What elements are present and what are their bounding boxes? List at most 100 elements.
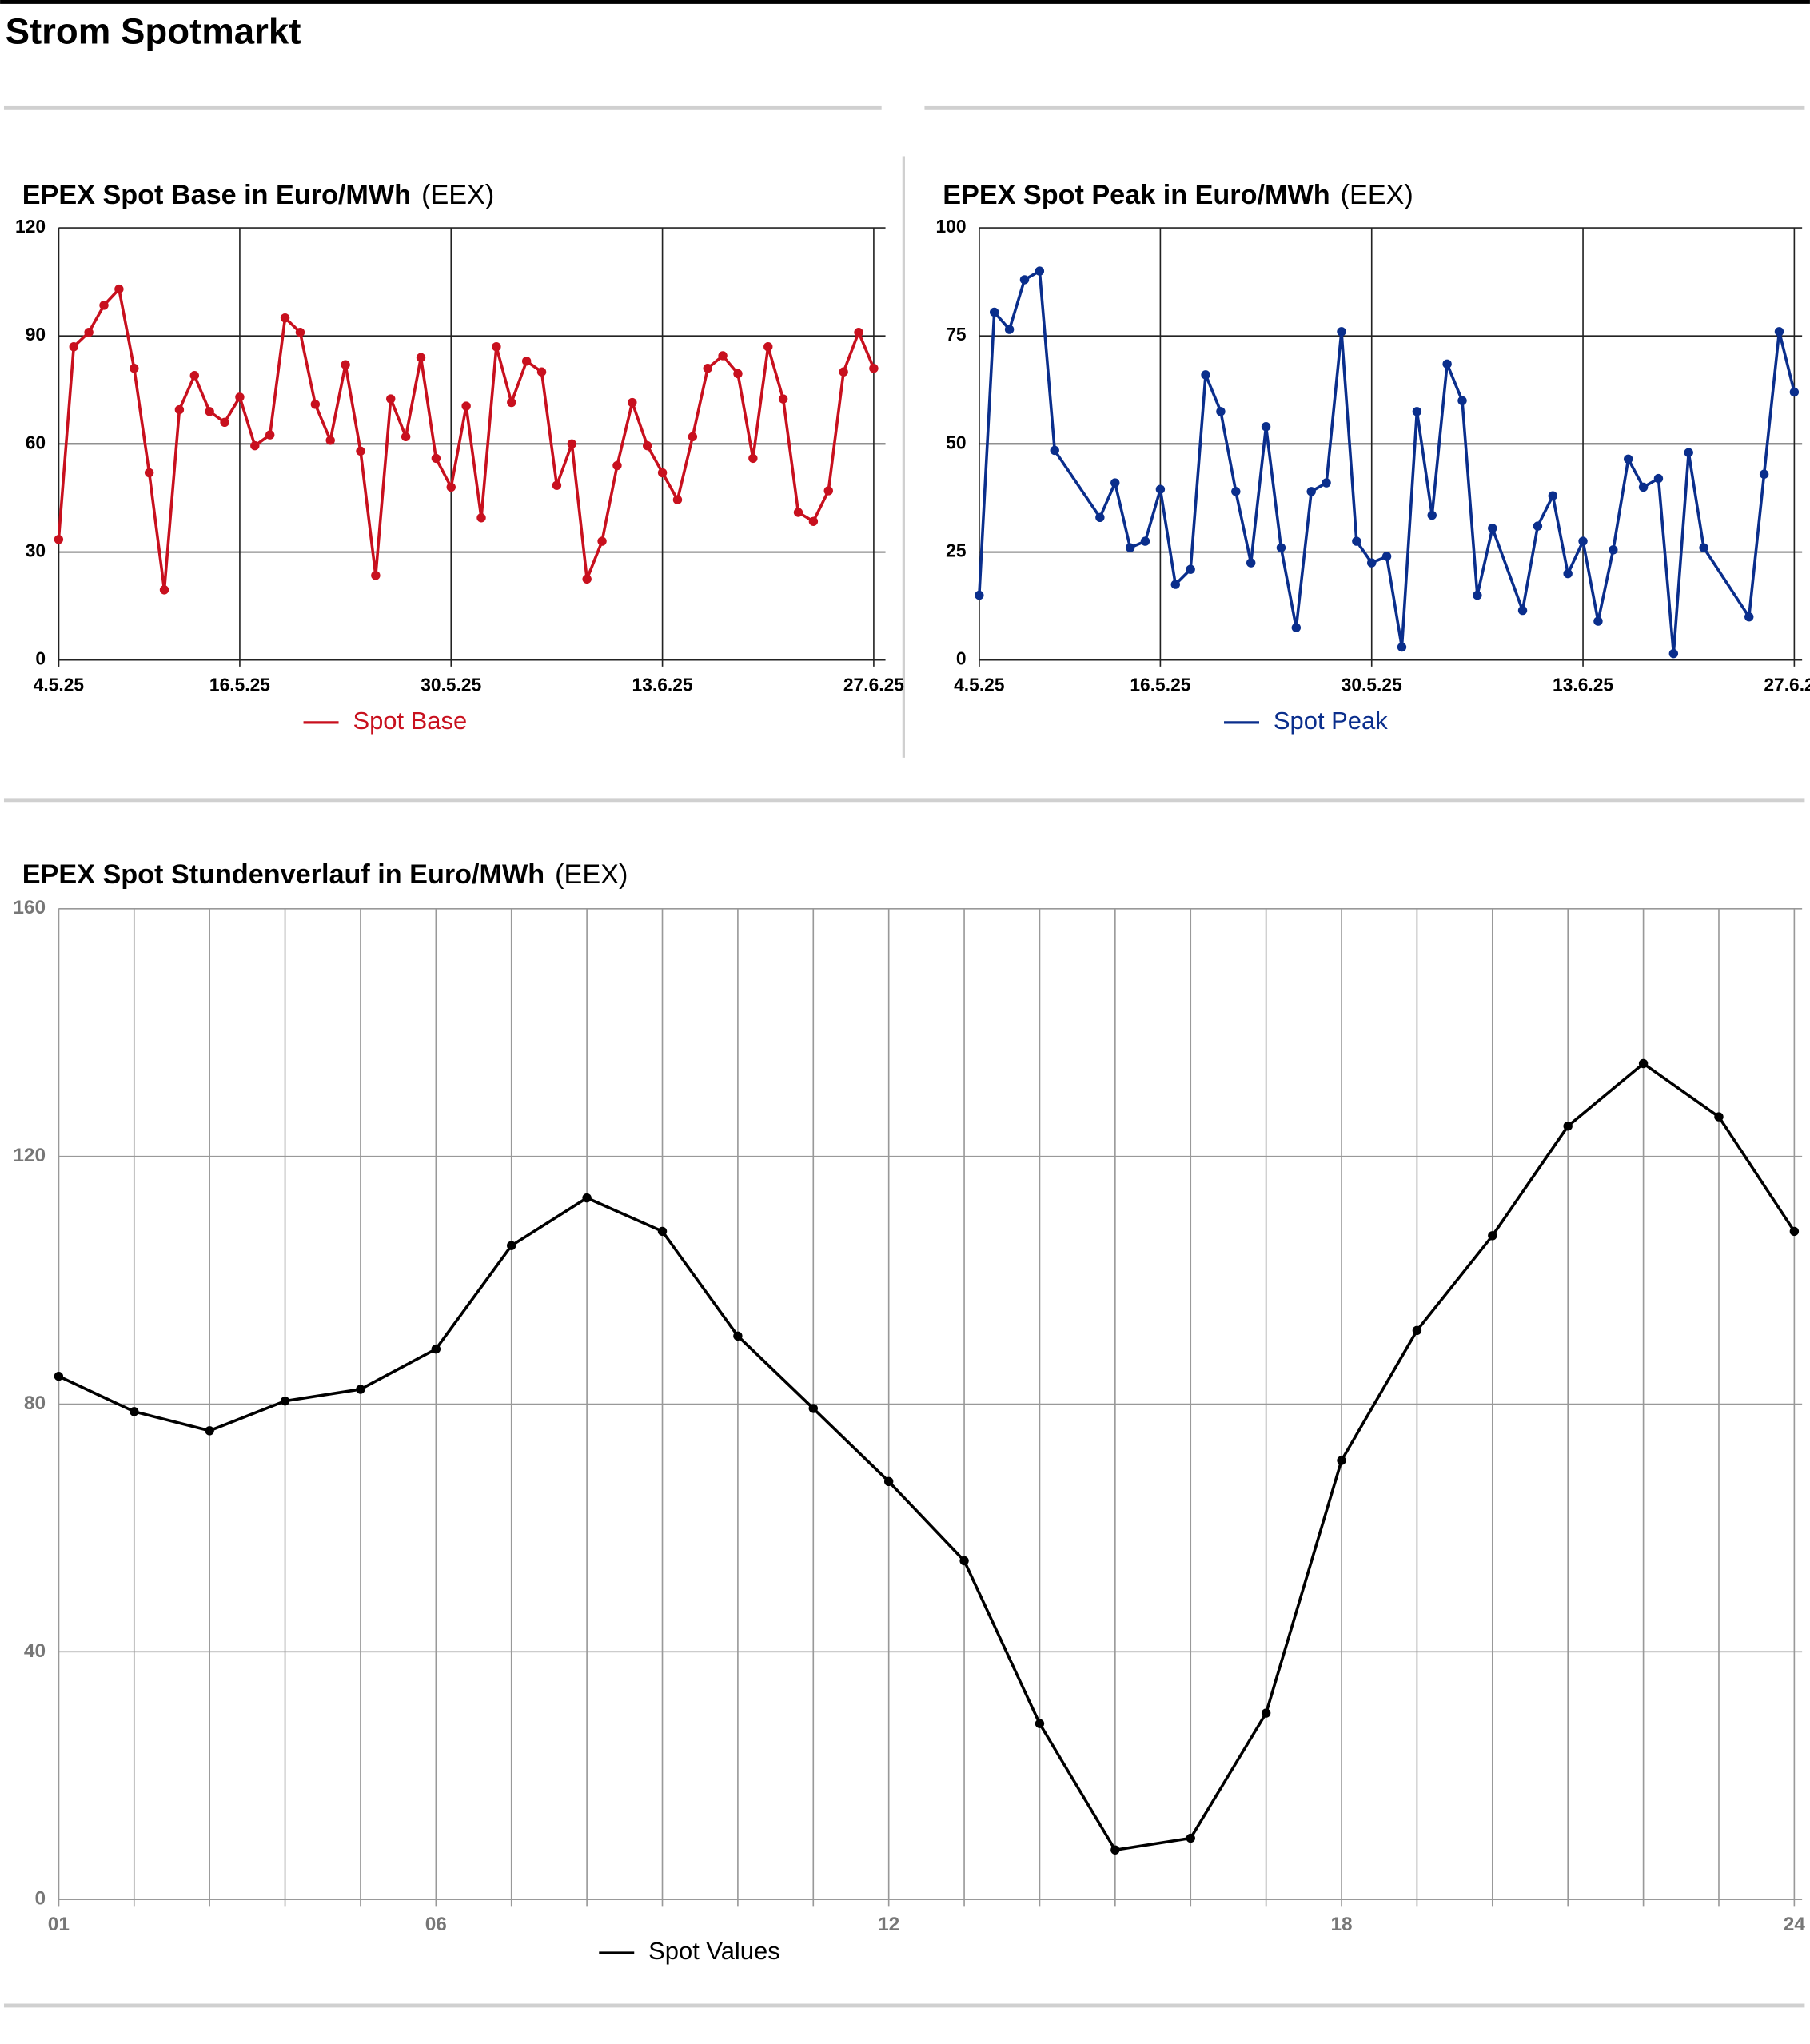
page-title: Strom Spotmarkt: [6, 10, 301, 51]
data-point: [1216, 407, 1226, 416]
y-tick-label: 50: [946, 432, 966, 452]
series-line: [58, 1062, 1796, 1852]
data-point: [1186, 564, 1195, 574]
data-point: [1367, 558, 1377, 568]
separator: [902, 156, 905, 758]
chart-title: EPEX Spot Stundenverlauf in Euro/MWh (EEX…: [22, 859, 628, 890]
data-point: [144, 468, 154, 478]
data-point: [582, 574, 592, 584]
data-point: [1110, 478, 1120, 488]
y-tick-label: 80: [24, 1393, 46, 1414]
x-tick-label: 13.6.25: [1553, 674, 1613, 695]
top-rule: [0, 0, 1810, 4]
data-point: [536, 367, 547, 377]
data-point: [235, 392, 245, 402]
data-point: [1638, 1058, 1649, 1069]
data-point: [808, 1404, 818, 1413]
legend-label: Spot Peak: [1274, 707, 1388, 735]
data-point: [1276, 543, 1286, 552]
data-point: [356, 1385, 365, 1394]
data-point: [839, 367, 848, 377]
data-point: [1337, 1456, 1346, 1465]
x-tick-label: 16.5.25: [209, 674, 270, 695]
data-point: [1412, 1325, 1422, 1336]
data-point: [99, 301, 109, 310]
data-point: [823, 486, 833, 496]
data-point: [733, 1331, 743, 1341]
data-point: [1095, 512, 1105, 522]
data-point: [657, 468, 668, 478]
data-point: [1261, 1708, 1271, 1718]
data-point: [1337, 327, 1346, 337]
data-point: [1774, 327, 1784, 337]
data-point: [1744, 612, 1754, 622]
separator: [3, 105, 882, 110]
data-point: [1442, 359, 1452, 369]
data-point: [657, 1226, 668, 1237]
data-point: [1019, 275, 1030, 285]
x-tick-label: 4.5.25: [954, 674, 1005, 695]
data-point: [1699, 543, 1708, 552]
data-point: [1291, 623, 1302, 632]
data-point: [1457, 396, 1467, 406]
data-point: [1684, 448, 1693, 457]
separator: [924, 105, 1805, 110]
y-tick-label: 0: [35, 648, 46, 669]
data-point: [431, 1344, 441, 1354]
data-point: [114, 284, 124, 294]
data-point: [869, 364, 879, 373]
data-point: [386, 394, 396, 404]
x-tick-label: 18: [1330, 1914, 1352, 1935]
data-point: [808, 516, 819, 526]
data-point: [1533, 521, 1543, 531]
data-point: [189, 371, 199, 381]
chart-title-text: EPEX Spot Peak in Euro/MWh: [943, 180, 1330, 210]
chart-source: (EEX): [555, 859, 628, 890]
x-tick-label: 13.6.25: [632, 674, 693, 695]
data-point: [205, 1426, 214, 1436]
data-point: [1653, 473, 1664, 484]
data-point: [552, 480, 562, 490]
data-point: [431, 453, 441, 464]
data-point: [371, 571, 381, 580]
data-point: [1488, 1231, 1497, 1241]
data-point: [1352, 536, 1361, 546]
data-point: [1246, 558, 1256, 568]
y-tick-label: 25: [946, 540, 967, 561]
chart-title: EPEX Spot Peak in Euro/MWh (EEX): [943, 180, 1413, 210]
data-point: [507, 397, 516, 408]
data-point: [325, 436, 335, 445]
x-tick-label: 16.5.25: [1130, 674, 1190, 695]
x-tick-label: 24: [1784, 1914, 1806, 1935]
data-point: [1638, 482, 1649, 492]
data-point: [688, 432, 698, 442]
data-point: [250, 440, 260, 451]
data-point: [461, 401, 471, 411]
x-tick-label: 12: [878, 1914, 899, 1935]
data-point: [159, 585, 169, 595]
y-tick-label: 100: [936, 216, 967, 237]
series-line: [978, 269, 1796, 655]
data-point: [643, 440, 652, 451]
data-point: [1155, 484, 1166, 494]
chart-source: (EEX): [1341, 180, 1413, 210]
data-point: [778, 394, 788, 404]
y-tick-label: 120: [15, 216, 46, 237]
data-point: [990, 307, 999, 317]
data-point: [280, 1396, 290, 1406]
separator: [3, 798, 1805, 803]
data-point: [1231, 487, 1241, 496]
data-point: [1050, 445, 1059, 456]
data-point: [959, 1556, 969, 1566]
data-point: [1110, 1845, 1120, 1855]
data-point: [1563, 568, 1573, 579]
y-tick-label: 120: [13, 1145, 46, 1166]
data-point: [1261, 422, 1271, 432]
x-tick-label: 30.5.25: [421, 674, 481, 695]
data-point: [597, 536, 607, 546]
data-point: [1593, 616, 1603, 626]
data-point: [612, 460, 622, 471]
data-point: [310, 400, 321, 409]
